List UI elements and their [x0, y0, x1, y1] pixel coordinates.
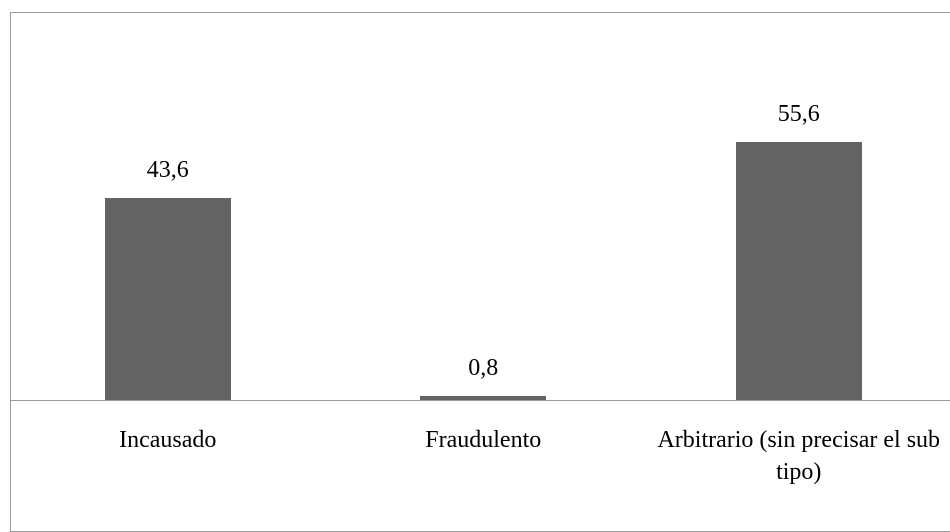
x-tick-label: Arbitrario (sin precisar el sub tipo) — [657, 427, 941, 485]
data-label: 55,6 — [777, 101, 820, 127]
bar — [735, 142, 862, 400]
data-label: 0,8 — [468, 355, 499, 382]
page: 43,6 Incausado 0,8 Fraudulento 55,6 Arbitrari… — [10, 12, 950, 532]
bar — [104, 197, 231, 400]
x-tick-label: Incausado — [119, 427, 217, 453]
x-tick-label: Fraudulento — [425, 427, 542, 453]
data-label: 43,6 — [146, 156, 189, 183]
x-axis-line — [10, 400, 950, 401]
bar — [420, 396, 547, 400]
